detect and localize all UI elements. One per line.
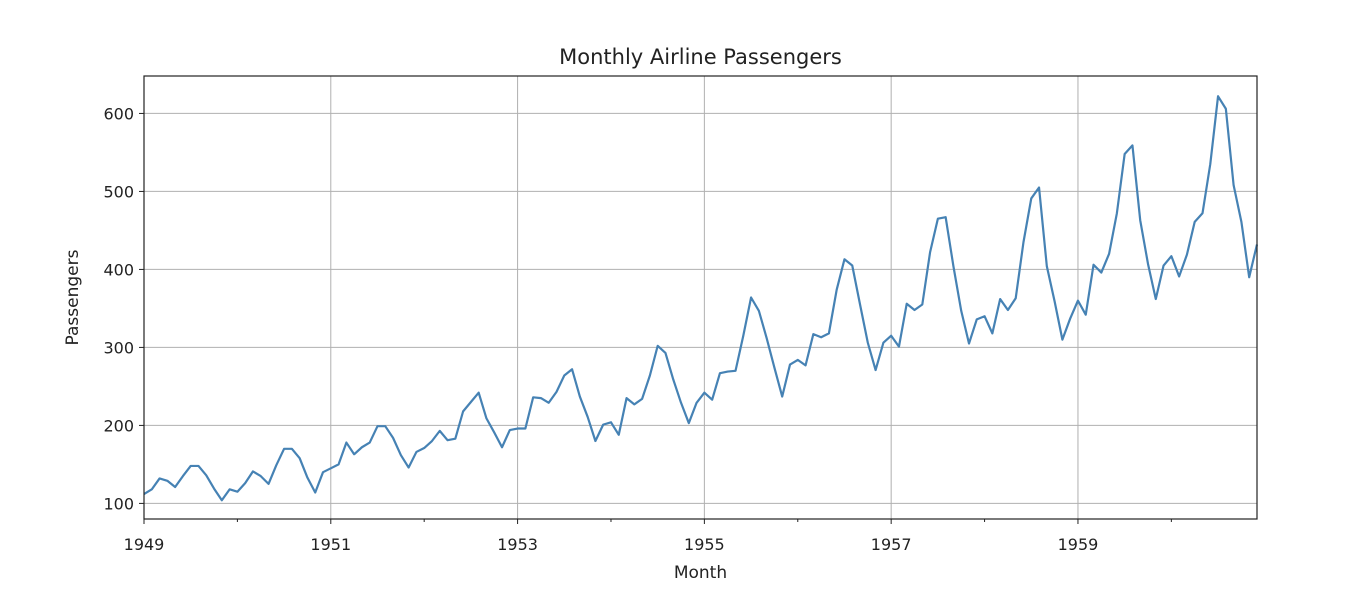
chart-title: Monthly Airline Passengers — [559, 45, 842, 69]
y-tick-label: 400 — [103, 260, 134, 279]
y-tick-label: 600 — [103, 104, 134, 123]
x-tick-label: 1957 — [871, 535, 912, 554]
y-tick-label: 200 — [103, 416, 134, 435]
y-axis-label: Passengers — [63, 249, 83, 345]
y-tick-label: 500 — [103, 182, 134, 201]
plot-frame — [143, 75, 1258, 520]
series-layer — [143, 95, 1259, 502]
passengers-series-line — [143, 95, 1259, 502]
y-tick-label: 100 — [103, 494, 134, 513]
x-tick-label: 1959 — [1058, 535, 1099, 554]
x-tick-label: 1955 — [684, 535, 725, 554]
x-tick-label: 1953 — [497, 535, 538, 554]
x-tick-label: 1949 — [124, 535, 165, 554]
x-tick-label: 1951 — [310, 535, 351, 554]
gridlines — [143, 76, 1257, 519]
y-tick-label: 300 — [103, 338, 134, 357]
axis-ticks: 100 200 300 400 500 600 1949 1951 1953 1955 1957 19… — [103, 104, 1172, 554]
x-axis-label: Month — [674, 563, 727, 583]
